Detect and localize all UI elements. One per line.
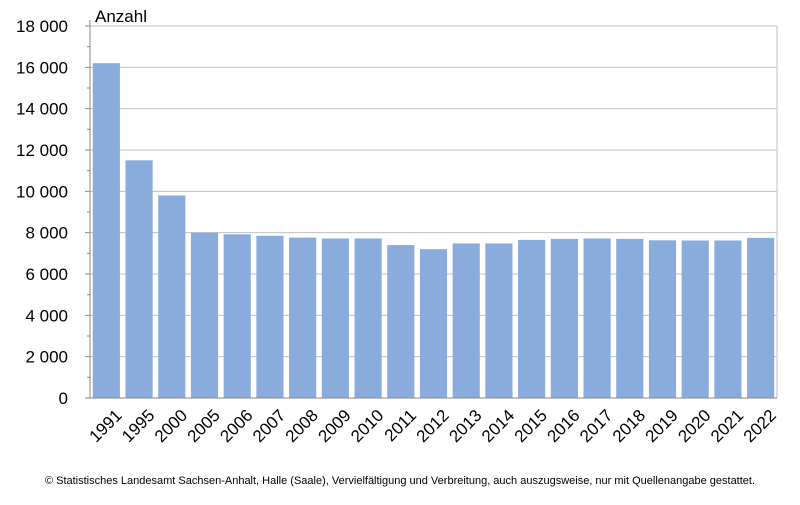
copyright-footer: © Statistisches Landesamt Sachsen-Anhalt… [44,475,756,487]
x-tick-label: 2010 [347,406,387,446]
bar-2009 [321,238,349,398]
x-tick-label: 2006 [216,406,256,446]
bar-2006 [223,234,251,398]
y-tick-label: 18 000 [16,17,68,36]
bar-2017 [583,238,611,398]
x-tick-label: 2020 [674,406,714,446]
x-tick-label: 2008 [282,406,322,446]
axes [85,20,777,399]
x-tick-label: 2005 [184,406,224,446]
y-tick-label: 12 000 [16,141,68,160]
bar-2022 [747,237,775,398]
bar-2005 [190,232,219,398]
x-tick-label: 2021 [707,406,747,446]
bars [92,63,775,398]
x-tick-labels: 1991199520002005200620072008200920102011… [85,406,779,446]
bar-1995 [125,160,153,398]
bar-2015 [518,239,546,398]
bar-1991 [92,63,120,398]
y-tick-label: 0 [59,389,68,408]
bar-2010 [354,238,382,398]
y-tick-label: 16 000 [16,58,68,77]
x-tick-label: 2013 [445,406,485,446]
bar-2011 [387,245,415,398]
bar-2000 [158,195,186,398]
y-tick-label: 8 000 [25,224,68,243]
x-tick-label: 1991 [85,406,125,446]
y-tick-labels: 0 2 000 4 000 6 000 8 000 10 000 12 000 14 000 1… [16,17,68,408]
x-tick-label: 2016 [543,406,583,446]
bar-2012 [419,249,448,398]
x-tick-label: 2022 [740,406,780,446]
y-tick-label: 2 000 [25,348,68,367]
x-tick-label: 2011 [381,406,420,445]
x-tick-label: 1995 [118,406,158,446]
x-tick-label: 2012 [413,406,453,446]
x-tick-label: 2018 [609,406,649,446]
bar-2018 [616,238,644,398]
y-tick-label: 14 000 [16,100,68,119]
x-tick-label: 2017 [576,406,616,446]
y-tick-label: 6 000 [25,265,68,284]
bar-2008 [289,237,317,398]
bar-2013 [452,243,480,398]
x-tick-label: 2000 [151,406,191,446]
bar-2019 [648,240,677,398]
x-tick-label: 2007 [249,406,289,446]
y-axis-label: Anzahl [95,7,147,26]
y-tick-label: 4 000 [25,306,68,325]
x-tick-label: 2014 [478,406,518,446]
bar-2020 [681,240,709,398]
x-tick-label: 2019 [642,406,682,446]
y-tick-label: 10 000 [16,182,68,201]
bar-2014 [485,243,513,398]
x-tick-label: 2009 [314,406,354,446]
bar-2021 [714,240,742,398]
bar-2016 [550,238,578,398]
bar-2007 [256,235,284,398]
x-tick-label: 2015 [511,406,551,446]
